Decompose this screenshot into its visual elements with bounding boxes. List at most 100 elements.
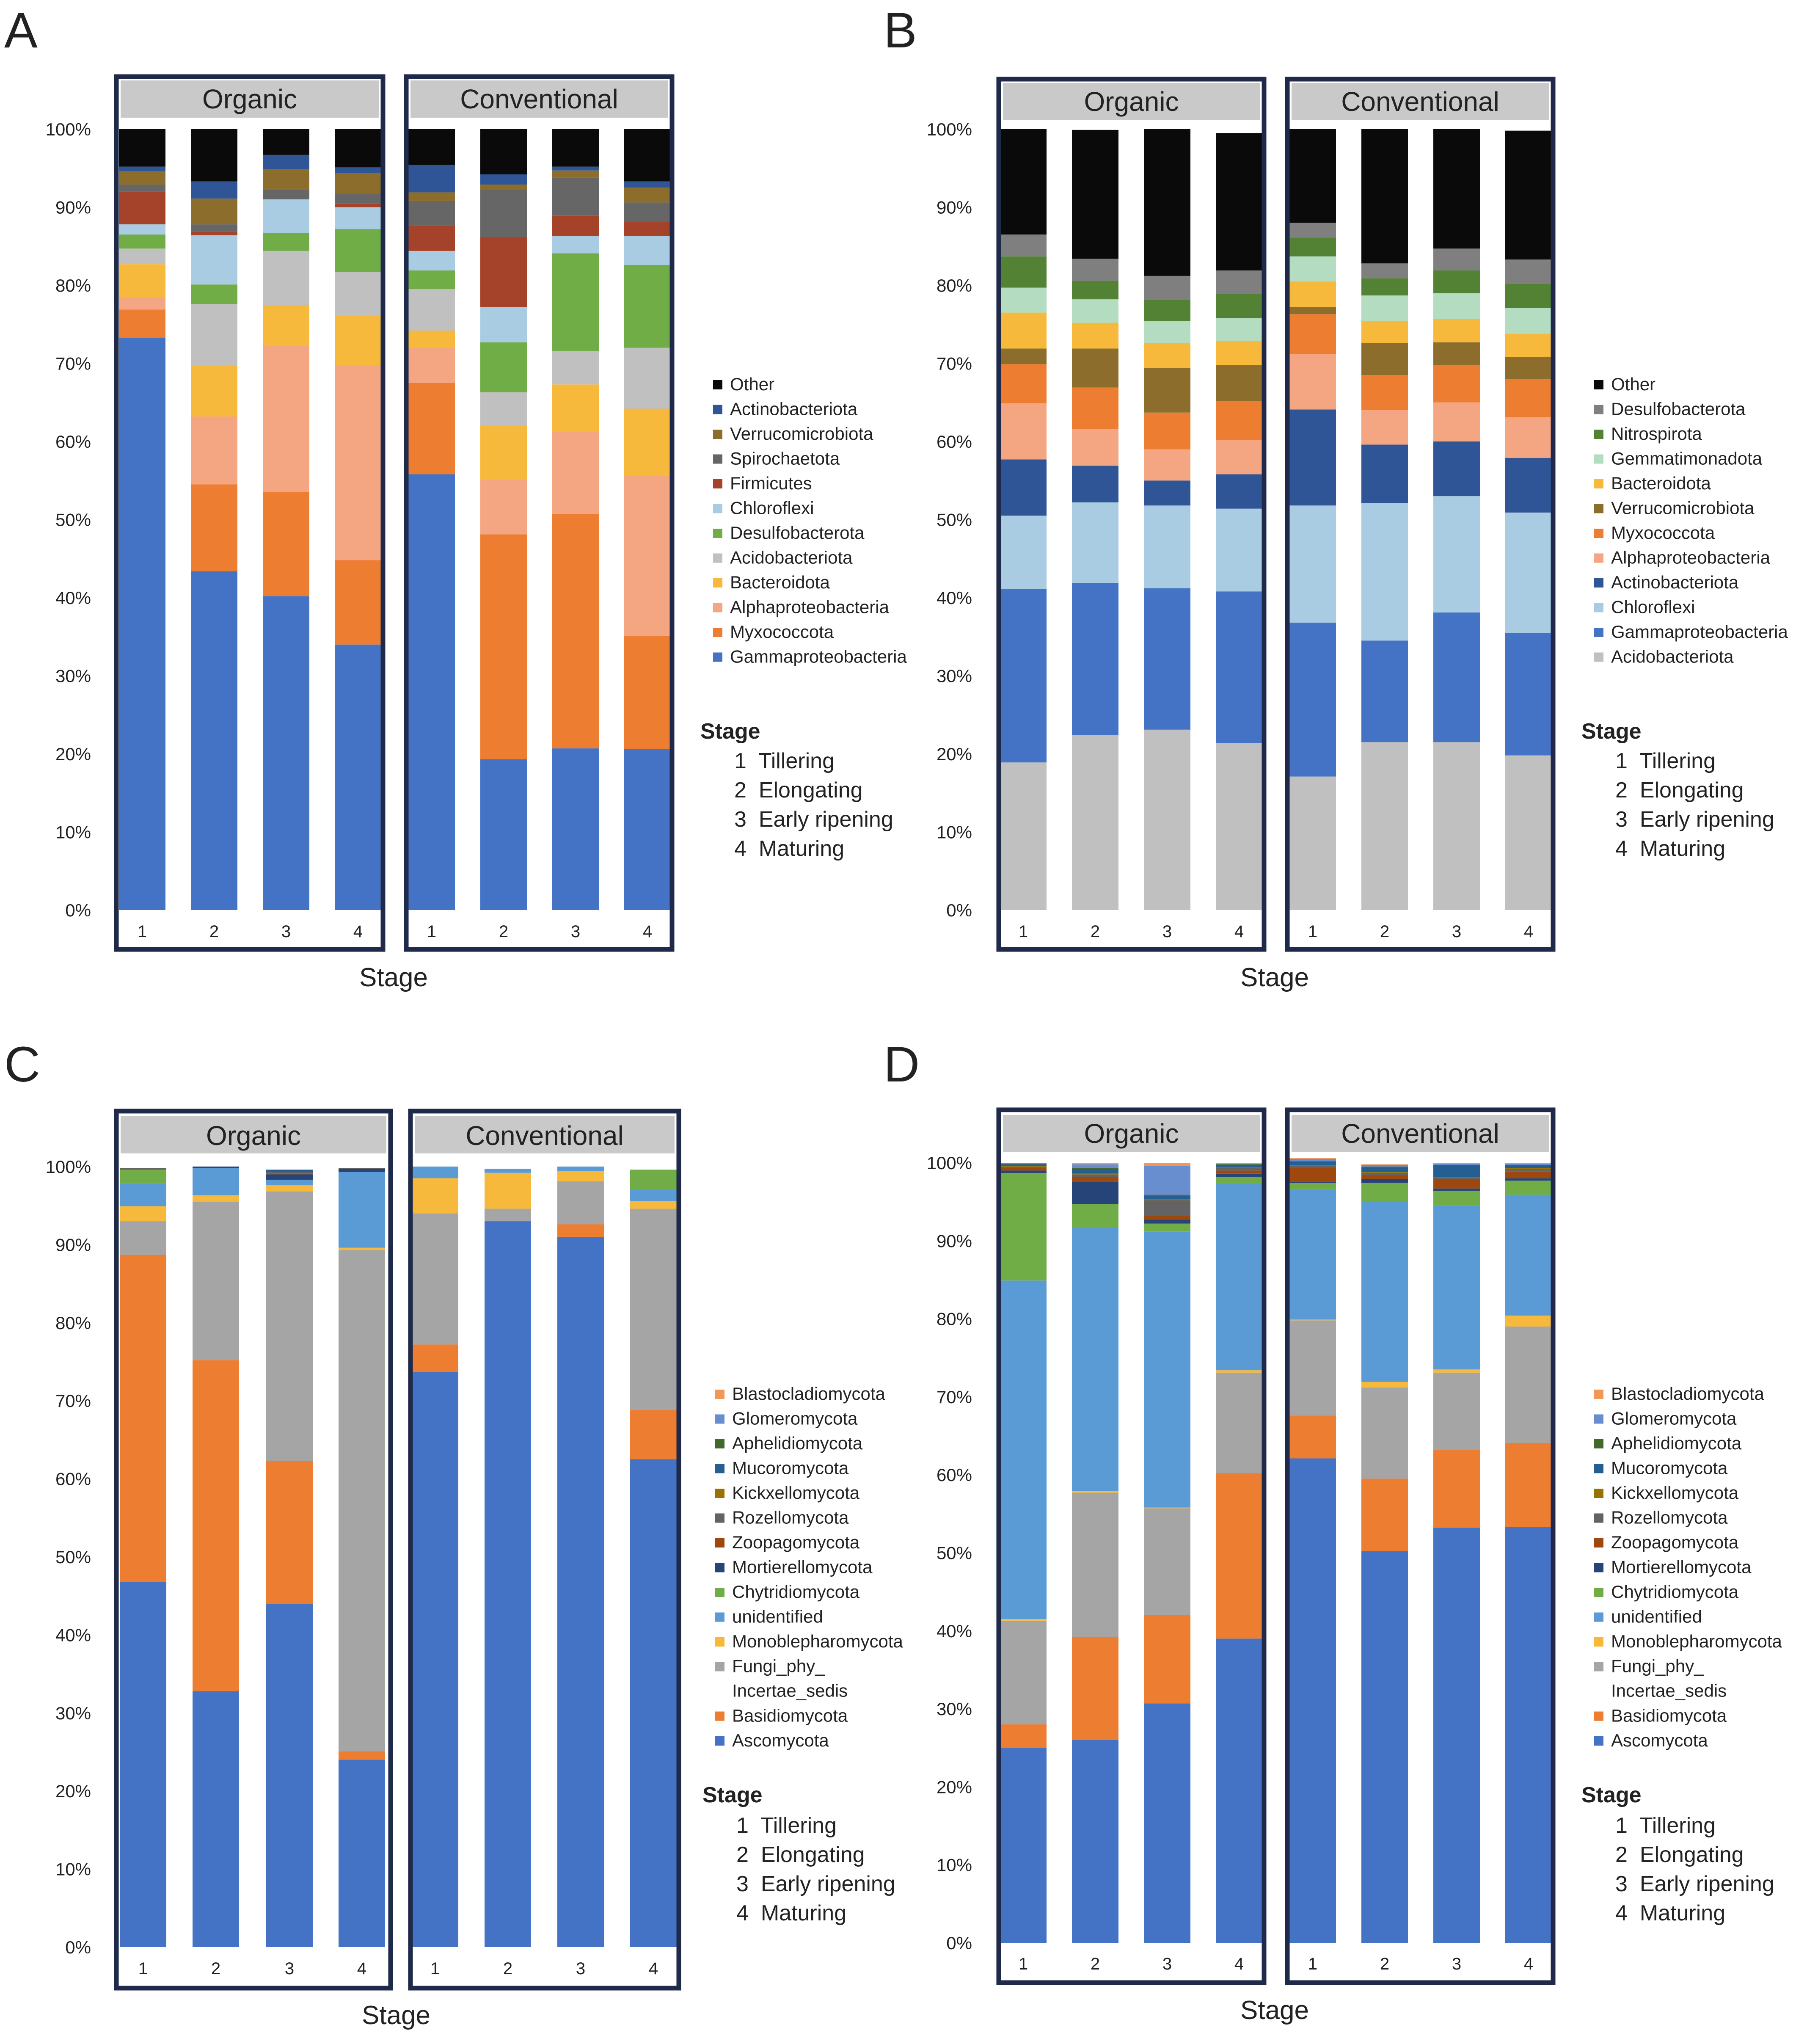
- bar-segment-desulfobacterota: [1289, 223, 1336, 238]
- bar-segment-ascomycota: [1505, 1527, 1552, 1943]
- legend-label: Rozellomycota: [732, 1508, 849, 1528]
- bar-segment-chloroflexi: [552, 236, 599, 254]
- bar-segment-aphelidiomycota: [1072, 1168, 1118, 1169]
- y-tick-label: 70%: [55, 354, 91, 374]
- bar-segment-acidobacteriota: [263, 251, 309, 305]
- bar-segment-ascomycota: [1144, 1703, 1190, 1943]
- bar-segment-blastocladiomycota: [1289, 1158, 1336, 1159]
- y-tick-label: 20%: [55, 744, 91, 764]
- y-tick-label: 10%: [937, 822, 972, 842]
- bar-segment-basidiomycota: [1505, 1443, 1552, 1527]
- y-tick-label: 40%: [937, 588, 972, 608]
- bar-segment-ascomycota: [1361, 1551, 1408, 1943]
- bar-segment-desulfobacterota: [408, 270, 455, 290]
- panel-letter: C: [4, 1037, 40, 1092]
- bar-segment-desulfobacterota: [480, 342, 527, 392]
- legend-label: Aphelidiomycota: [732, 1433, 863, 1453]
- bar-segment-fungi-phy-incertae-sedis: [120, 1221, 166, 1255]
- legend-swatch: [715, 1588, 724, 1597]
- bar-segment-acidobacteriota: [408, 289, 455, 331]
- x-tick-label: 2: [1091, 922, 1100, 941]
- legend-label: Acidobacteriota: [730, 548, 853, 568]
- legend-item-spirochaetota: Spirochaetota: [713, 449, 840, 469]
- bar-segment-actinobacteriota: [1072, 466, 1118, 502]
- y-tick-label: 50%: [55, 1547, 91, 1567]
- bar-segment-spirochaetota: [552, 177, 599, 216]
- bar-segment-verrucomicrobiota: [624, 188, 671, 203]
- x-axis-title: Stage: [1240, 963, 1309, 992]
- bar-segment-monoblepharomycota: [266, 1185, 313, 1192]
- bar-segment-bacteroidota: [408, 331, 455, 348]
- bar-segment-zoopagomycota: [1505, 1171, 1552, 1178]
- x-tick-label: 1: [138, 922, 147, 941]
- legend-label: Glomeromycota: [732, 1409, 858, 1429]
- x-tick-label: 4: [649, 1959, 658, 1978]
- group-frame: [1285, 1107, 1556, 1985]
- bar-segment-zoopagomycota: [1216, 1170, 1262, 1174]
- stage-legend-item: 1 Tillering: [736, 1813, 837, 1838]
- bar-segment-acidobacteriota: [119, 248, 165, 265]
- legend-swatch: [1594, 1563, 1603, 1572]
- bar-segment-glomeromycota: [1144, 1166, 1190, 1195]
- bar-segment-blastocladiomycota: [1216, 1163, 1262, 1164]
- bar-segment-zoopagomycota: [1000, 1168, 1047, 1171]
- bar-segment-fungi-phy-incertae-sedis: [1216, 1372, 1262, 1473]
- x-tick-label: 3: [281, 922, 291, 941]
- bar-segment-aphelidiomycota: [1433, 1165, 1480, 1166]
- legend-label: Firmicutes: [730, 473, 812, 493]
- legend-label: Rozellomycota: [1611, 1508, 1728, 1528]
- bar-segment-myxococcota: [263, 492, 309, 596]
- bar-segment-mucoromycota: [1289, 1162, 1336, 1165]
- stage-legend-item: 4 Maturing: [1615, 836, 1725, 861]
- x-tick-label: 2: [209, 922, 219, 941]
- legend-item-mortierellomycota: Mortierellomycota: [1594, 1557, 1752, 1577]
- legend-swatch: [715, 1489, 724, 1498]
- stage-legend-item: 3 Early ripening: [1615, 1872, 1774, 1896]
- legend-swatch: [713, 578, 722, 588]
- legend-label-line2: Incertae_sedis: [1611, 1681, 1727, 1701]
- bar-segment-verrucomicrobiota: [119, 171, 165, 185]
- legend-item-desulfobacterota: Desulfobacterota: [713, 523, 865, 543]
- bar-segment-monoblepharomycota: [339, 1247, 385, 1250]
- legend-swatch: [713, 529, 722, 538]
- legend-swatch: [1594, 628, 1603, 637]
- bar-segment-actinobacteriota: [263, 154, 309, 169]
- bar-segment-myxococcota: [1433, 365, 1480, 403]
- x-tick-label: 2: [1380, 922, 1389, 941]
- bar-segment-monoblepharomycota: [557, 1171, 604, 1182]
- bar-segment-acidobacteriota: [480, 392, 527, 425]
- bar-segment-alphaproteobacteria: [1361, 410, 1408, 445]
- bar-segment-mortierellomycota: [1072, 1181, 1118, 1204]
- bar-segment-mortierellomycota: [1433, 1188, 1480, 1191]
- bar-segment-basidiomycota: [120, 1255, 166, 1582]
- bar-segment-blastocladiomycota: [1505, 1163, 1552, 1164]
- bar-segment-verrucomicrobiota: [1361, 343, 1408, 375]
- bar-segment-aphelidiomycota: [1216, 1164, 1262, 1165]
- panel-d: D 0% 10% 20% 30% 40% 50% 60% 70% 80% 90% 100% Organi…: [884, 1037, 1782, 2025]
- legend-label: unidentified: [732, 1607, 823, 1627]
- legend-swatch: [1594, 1439, 1603, 1448]
- legend-label: Alphaproteobacteria: [730, 597, 890, 617]
- group-frame: [114, 74, 386, 952]
- bar-segment-myxococcota: [552, 514, 599, 749]
- x-tick-label: 1: [1019, 922, 1028, 941]
- bar-segment-basidiomycota: [1072, 1637, 1118, 1740]
- bar-segment-other: [1144, 129, 1190, 276]
- bar-segment-chloroflexi: [1289, 505, 1336, 623]
- legend-item-acidobacteriota: Acidobacteriota: [1594, 647, 1734, 667]
- x-tick-label: 4: [1524, 1955, 1533, 1973]
- legend-item-other: Other: [713, 374, 774, 394]
- legend-item-gammaproteobacteria: Gammaproteobacteria: [713, 647, 907, 667]
- group-title: Organic: [202, 84, 297, 114]
- bar-segment-fungi-phy-incertae-sedis: [630, 1208, 677, 1410]
- legend-item-kickxellomycota: Kickxellomycota: [715, 1483, 860, 1503]
- bar-segment-spirochaetota: [263, 190, 309, 200]
- legend-item-glomeromycota: Glomeromycota: [715, 1409, 858, 1429]
- x-tick-label: 3: [1452, 1955, 1461, 1973]
- bar-segment-verrucomicrobiota: [191, 199, 237, 225]
- legend: Blastocladiomycota Glomeromycota Aphelidio…: [1594, 1384, 1782, 1750]
- stage-legend-item: 2 Elongating: [1615, 778, 1744, 803]
- y-tick-label: 60%: [55, 1469, 91, 1489]
- bar-segment-actinobacteriota: [119, 166, 165, 171]
- y-tick-label: 50%: [55, 510, 91, 530]
